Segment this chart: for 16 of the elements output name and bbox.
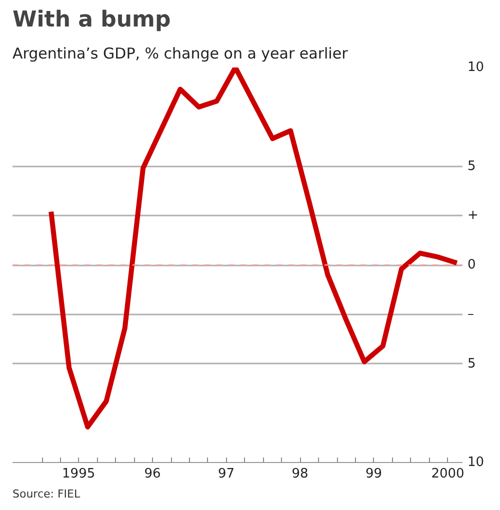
source-note: Source: FIEL [12,488,82,500]
x-tick-label: 99 [366,466,382,482]
x-tick-label: 98 [292,466,308,482]
y-tick-label: – [468,306,474,322]
x-tick-label: 1995 [62,466,96,482]
y-tick-label: 10 [468,455,484,470]
chart-title: With a bump [12,8,171,32]
y-tick-label: + [468,208,478,224]
y-tick-label: 10 [468,60,484,75]
x-tick-label: 2000 [431,466,464,482]
y-tick-label: 0 [468,258,476,272]
x-tick-label: 96 [144,466,161,482]
y-tick-label: 5 [468,158,476,174]
chart-subtitle: Argentina’s GDP, % change on a year earlier [12,44,349,62]
x-tick-label: 97 [218,466,235,482]
y-tick-label: 5 [468,356,476,372]
